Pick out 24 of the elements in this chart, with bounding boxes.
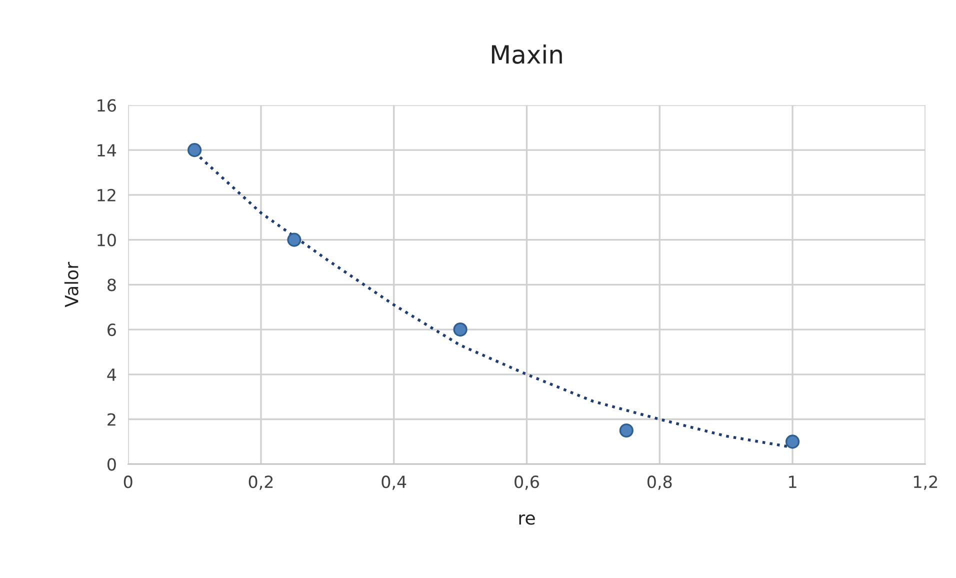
- x-axis-title: re: [519, 514, 535, 525]
- y-tick-label: 10: [98, 234, 116, 246]
- y-tick-label: 0: [107, 458, 116, 471]
- x-tick-label: 0,2: [248, 476, 273, 490]
- x-tick-label: 0: [124, 476, 132, 488]
- y-tick-label: 8: [108, 278, 116, 292]
- y-tick-label: 4: [107, 368, 116, 381]
- point: [785, 434, 800, 449]
- point: [287, 232, 302, 247]
- y-tick-label: 14: [98, 144, 116, 156]
- x-tick-label: 0,4: [382, 476, 406, 490]
- y-tick-label: 12: [98, 188, 116, 202]
- y-tick-label: 6: [108, 323, 116, 336]
- x-tick-label: 0,6: [514, 476, 539, 490]
- y-tick-label: 2: [108, 413, 116, 426]
- x-tick-label: 1,2: [914, 476, 937, 490]
- point: [619, 423, 634, 438]
- y-axis-title: Valor: [64, 262, 78, 308]
- point: [453, 322, 468, 337]
- chart-title: Maxin: [492, 44, 562, 64]
- x-tick-label: 0,8: [647, 476, 672, 490]
- x-tick-label: 1: [789, 476, 796, 488]
- y-tick-label: 16: [98, 99, 116, 112]
- point: [188, 143, 202, 158]
